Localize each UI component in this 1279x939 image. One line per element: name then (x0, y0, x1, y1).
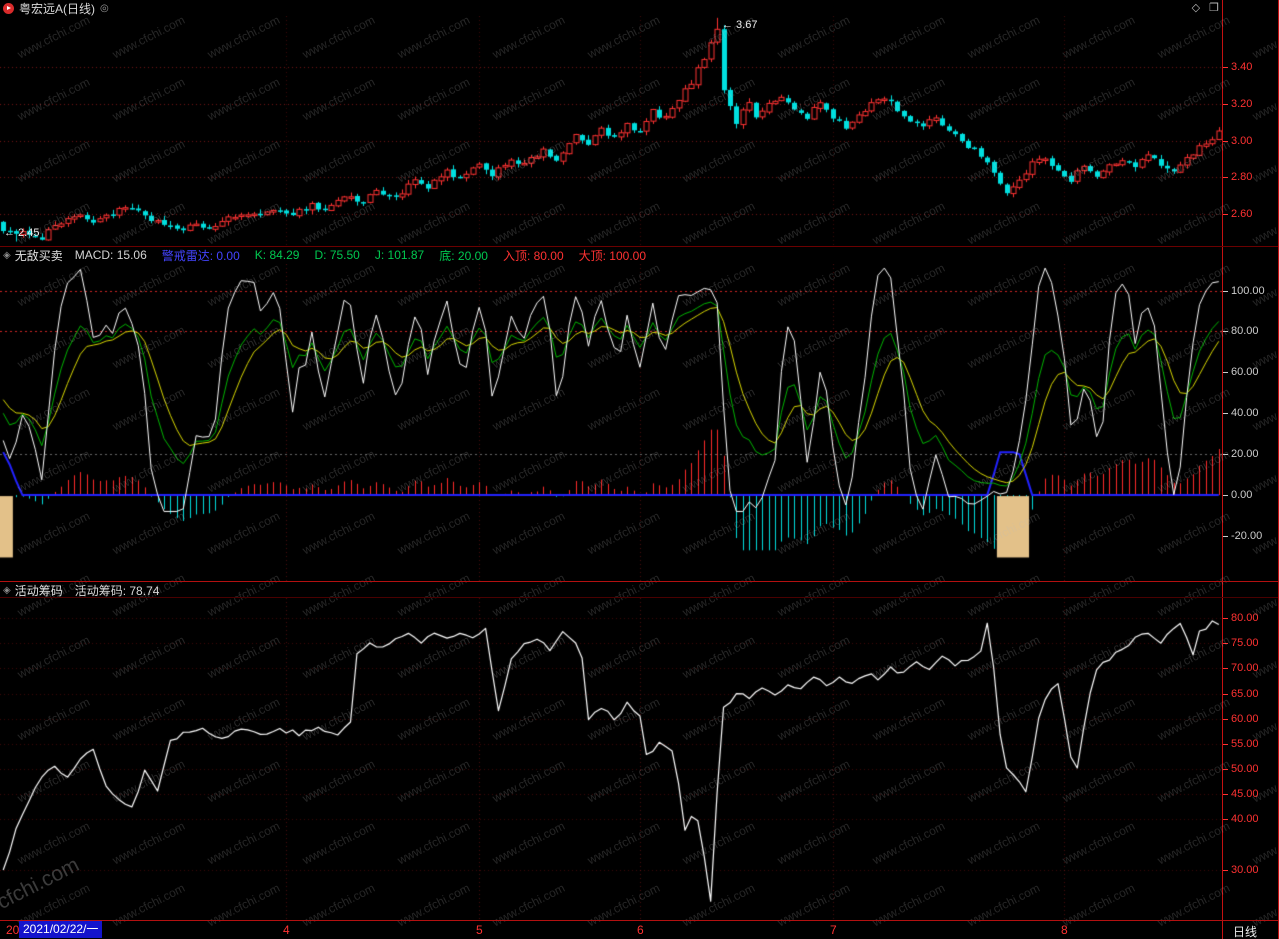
axis-month-label: 7 (830, 923, 837, 937)
candlestick-chart[interactable] (0, 16, 1222, 247)
axis-tick (1223, 331, 1228, 332)
axis-label: 55.00 (1231, 738, 1259, 750)
collapse-icon[interactable]: ◈ (3, 249, 11, 261)
axis-year-fragment: 20 (6, 923, 20, 937)
favorite-icon[interactable]: ◎ (100, 2, 109, 14)
axis-month-label: 8 (1061, 923, 1068, 937)
axis-label: 80.00 (1231, 325, 1259, 337)
indicator-value: D: 75.50 (314, 248, 360, 262)
axis-tick (1223, 291, 1228, 292)
collapse-icon[interactable]: ◈ (3, 584, 11, 596)
axis-label: 3.00 (1231, 135, 1253, 147)
axis-month-label: 4 (283, 923, 290, 937)
indicator-value: 警戒雷达: 0.00 (161, 248, 240, 263)
axis-tick (1223, 372, 1228, 373)
axis-tick (1223, 141, 1228, 142)
axis-tick (1223, 618, 1228, 619)
axis-tick (1223, 536, 1228, 537)
panel-divider (0, 920, 1279, 921)
period-label[interactable]: 日线 (1233, 925, 1258, 939)
chips-header: ◈ 活动筹码 活动筹码: 78.74 (0, 582, 1222, 598)
indicator-name[interactable]: 无敌买卖 (14, 248, 63, 263)
price-axis: 3.40 3.20 3.00 2.80 2.60 100.00 80.00 60.00 40.0… (1222, 0, 1279, 939)
selected-date[interactable]: 2021/02/22/一 (19, 921, 103, 938)
axis-month-label: 6 (637, 923, 644, 937)
oscillator-chart[interactable] (0, 264, 1222, 581)
axis-tick (1223, 214, 1228, 215)
indicator-value: 活动筹码: 78.74 (74, 583, 160, 598)
indicator-value: J: 101.87 (374, 248, 425, 262)
window-controls: ◇ ❐ (1192, 1, 1219, 14)
axis-label: 3.40 (1231, 61, 1253, 73)
indicator-value: 入顶: 80.00 (502, 248, 564, 263)
axis-label: 2.80 (1231, 171, 1253, 183)
axis-label: 45.00 (1231, 788, 1259, 800)
axis-label: -20.00 (1231, 530, 1263, 542)
indicator-value: K: 84.29 (254, 248, 300, 262)
axis-label: 40.00 (1231, 407, 1259, 419)
axis-tick (1223, 495, 1228, 496)
axis-label: 0.00 (1231, 489, 1253, 501)
stock-title: 粤宏远A(日线) (19, 1, 95, 16)
panel-divider (0, 581, 1279, 582)
axis-label: 20.00 (1231, 448, 1259, 460)
axis-label: 3.20 (1231, 98, 1253, 110)
axis-tick (1223, 177, 1228, 178)
indicator-value: 底: 20.00 (439, 248, 488, 263)
axis-tick (1223, 643, 1228, 644)
axis-tick (1223, 819, 1228, 820)
axis-label: 60.00 (1231, 713, 1259, 725)
axis-tick (1223, 719, 1228, 720)
axis-tick (1223, 104, 1228, 105)
title-bar: 粤宏远A(日线) ◎ ◇ ❐ (0, 0, 1279, 16)
indicator-value: 大顶: 100.00 (578, 248, 647, 263)
axis-tick (1223, 413, 1228, 414)
axis-month-label: 5 (476, 923, 483, 937)
axis-tick (1223, 744, 1228, 745)
axis-label: 75.00 (1231, 637, 1259, 649)
axis-label: 40.00 (1231, 813, 1259, 825)
axis-tick (1223, 668, 1228, 669)
indicator-value: MACD: 15.06 (74, 248, 147, 262)
axis-tick (1223, 769, 1228, 770)
panel-divider (0, 597, 1279, 598)
chips-line-chart[interactable] (0, 598, 1222, 920)
axis-tick (1223, 454, 1228, 455)
axis-tick (1223, 67, 1228, 68)
axis-label: 65.00 (1231, 688, 1259, 700)
restore-window-icon[interactable]: ❐ (1209, 2, 1219, 14)
axis-label: 60.00 (1231, 366, 1259, 378)
axis-tick (1223, 694, 1228, 695)
axis-label: 2.60 (1231, 208, 1253, 220)
axis-label: 100.00 (1231, 285, 1265, 297)
stock-logo-icon (3, 2, 14, 14)
axis-label: 50.00 (1231, 763, 1259, 775)
axis-label: 30.00 (1231, 864, 1259, 876)
axis-label: 80.00 (1231, 612, 1259, 624)
diamond-icon[interactable]: ◇ (1191, 2, 1201, 14)
panel-divider (0, 246, 1279, 247)
axis-label: 70.00 (1231, 662, 1259, 674)
indicator-header: ◈ 无敌买卖 MACD: 15.06 警戒雷达: 0.00 K: 84.29 D: 7… (0, 247, 1222, 263)
axis-tick (1223, 870, 1228, 871)
axis-tick (1223, 794, 1228, 795)
indicator-name[interactable]: 活动筹码 (14, 583, 63, 598)
time-axis: 20 2021/02/22/一 日线 4 5 6 7 8 (0, 921, 1279, 939)
